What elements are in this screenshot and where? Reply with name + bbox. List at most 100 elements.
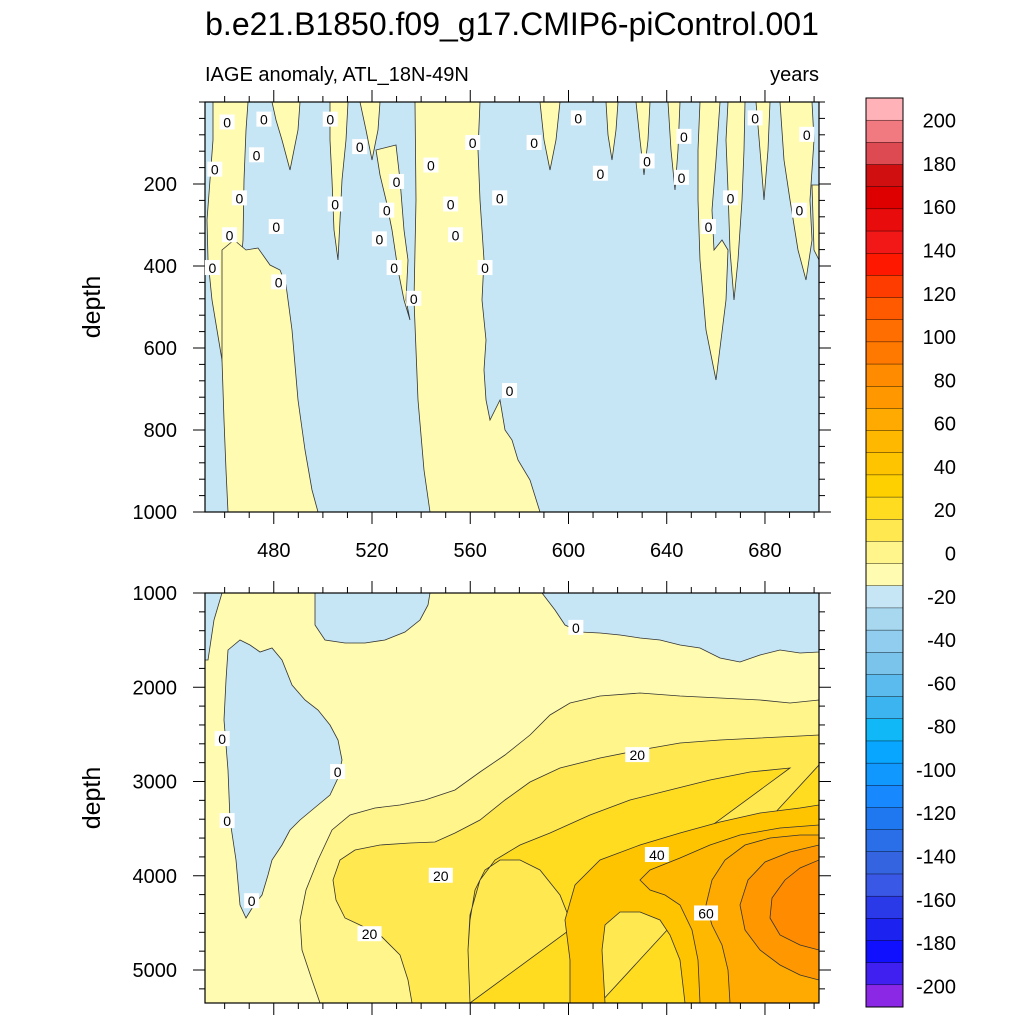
colorbar-swatch bbox=[865, 585, 904, 609]
upper-contour-label: 0 bbox=[570, 110, 586, 126]
colorbar-swatch bbox=[865, 740, 904, 764]
colorbar-swatch bbox=[865, 164, 904, 188]
svg-text:0: 0 bbox=[427, 158, 435, 174]
upper-contour-label: 0 bbox=[204, 260, 220, 276]
svg-text:0: 0 bbox=[390, 260, 398, 276]
colorbar-swatch bbox=[865, 363, 904, 387]
upper-y-tick-labels: 200 400 600 800 1000 bbox=[133, 174, 178, 524]
colorbar-swatch bbox=[865, 962, 904, 986]
colorbar-tick-label: -80 bbox=[927, 717, 956, 739]
upper-contour-label: 0 bbox=[492, 190, 508, 206]
upper-y-tick-label: 600 bbox=[144, 338, 177, 360]
upper-contour-label: 0 bbox=[592, 165, 608, 182]
colorbar-swatch bbox=[865, 275, 904, 299]
colorbar-tick-label: 120 bbox=[923, 284, 956, 306]
svg-text:0: 0 bbox=[223, 115, 231, 131]
chart-title: b.e21.B1850.f09_g17.CMIP6-piControl.001 bbox=[205, 6, 819, 42]
upper-contour-label: 0 bbox=[219, 114, 235, 131]
upper-contour-label: 0 bbox=[477, 260, 493, 276]
svg-text:0: 0 bbox=[530, 135, 538, 151]
colorbar-tick-label: 60 bbox=[934, 414, 956, 436]
colorbar-swatch bbox=[865, 851, 904, 875]
lower-contour-label: 0 bbox=[214, 731, 230, 747]
upper-contour-label: 0 bbox=[448, 227, 464, 243]
upper-y-tick-label: 400 bbox=[144, 256, 177, 278]
colorbar-tick-label: 100 bbox=[923, 327, 956, 349]
svg-text:0: 0 bbox=[272, 219, 280, 235]
svg-text:0: 0 bbox=[226, 227, 234, 243]
svg-text:0: 0 bbox=[253, 147, 261, 163]
lower-y-tick-labels: 1000 2000 3000 4000 5000 bbox=[133, 583, 178, 982]
svg-text:20: 20 bbox=[629, 747, 645, 763]
svg-text:20: 20 bbox=[433, 868, 449, 884]
colorbar-tick-label: -180 bbox=[916, 933, 956, 955]
svg-text:0: 0 bbox=[469, 135, 477, 151]
upper-contour-labels: 0 0 0 0 0 0 0 0 0 0 0 0 0 0 0 0 0 0 0 0 0 0 0 0 0 0 0 0 0 0 0 0 0 0 0 bbox=[204, 110, 815, 399]
svg-text:0: 0 bbox=[751, 110, 759, 126]
upper-x-tick-label: 480 bbox=[257, 540, 290, 562]
colorbar-swatch bbox=[865, 541, 904, 565]
lower-contour-label: 20 bbox=[625, 747, 650, 763]
svg-text:0: 0 bbox=[506, 383, 514, 399]
colorbar-tick-label: -40 bbox=[927, 630, 956, 652]
upper-positive-plume-15 bbox=[539, 102, 561, 171]
upper-contour-label: 0 bbox=[352, 139, 368, 155]
svg-text:0: 0 bbox=[218, 731, 226, 747]
svg-text:0: 0 bbox=[447, 197, 455, 213]
lower-band-80-90 bbox=[769, 859, 819, 951]
colorbar-swatch bbox=[865, 652, 904, 675]
svg-text:0: 0 bbox=[574, 110, 582, 126]
svg-text:0: 0 bbox=[452, 227, 460, 243]
lower-axis-ticks bbox=[193, 581, 831, 1015]
upper-contour-label: 0 bbox=[222, 227, 238, 243]
lower-y-tick-label: 4000 bbox=[133, 866, 178, 888]
upper-positive-plume-6 bbox=[697, 102, 729, 381]
colorbar-tick-labels: 200180160140120100806040200-20-40-60-80-… bbox=[916, 111, 956, 999]
upper-contour-label: 0 bbox=[502, 383, 518, 399]
upper-contour-label: 0 bbox=[386, 260, 402, 276]
svg-text:0: 0 bbox=[235, 190, 243, 206]
colorbar-swatch bbox=[865, 408, 904, 432]
lower-contour-label: 40 bbox=[644, 847, 669, 863]
lower-plot-frame bbox=[204, 592, 820, 1004]
colorbar-swatch bbox=[865, 186, 904, 210]
colorbar-swatch bbox=[865, 762, 904, 786]
colorbar-swatch bbox=[865, 430, 904, 454]
colorbar-tick-label: -100 bbox=[916, 760, 956, 782]
upper-contour-label: 0 bbox=[423, 157, 439, 174]
svg-text:0: 0 bbox=[356, 139, 364, 155]
lower-contour-label: 20 bbox=[428, 867, 453, 884]
colorbar-swatch bbox=[865, 607, 904, 631]
colorbar-swatch bbox=[865, 496, 904, 520]
upper-contour-label: 0 bbox=[526, 135, 542, 151]
svg-text:0: 0 bbox=[393, 174, 401, 190]
svg-text:0: 0 bbox=[223, 813, 231, 829]
colorbar-swatch bbox=[865, 984, 904, 1008]
colorbar-swatch bbox=[865, 519, 904, 542]
upper-contour-label: 0 bbox=[465, 135, 481, 151]
colorbar-swatch bbox=[865, 230, 904, 254]
upper-contour-label: 0 bbox=[676, 128, 692, 145]
lower-negative-left-strip bbox=[205, 593, 223, 661]
colorbar-swatch bbox=[865, 873, 904, 897]
colorbar-tick-label: -60 bbox=[927, 673, 956, 695]
colorbar-swatch bbox=[865, 918, 904, 941]
upper-contour-label: 0 bbox=[389, 173, 405, 190]
colorbar-swatch bbox=[865, 785, 904, 808]
upper-positive-plume-9 bbox=[605, 102, 619, 161]
upper-positive-plume-8 bbox=[779, 102, 815, 281]
upper-positive-plume-12 bbox=[755, 102, 771, 201]
lower-y-tick-label: 5000 bbox=[133, 960, 178, 982]
colorbar-swatch bbox=[865, 252, 904, 276]
svg-text:0: 0 bbox=[410, 291, 418, 307]
svg-text:0: 0 bbox=[678, 170, 686, 186]
colorbar-swatch bbox=[865, 718, 904, 742]
svg-text:20: 20 bbox=[362, 926, 378, 942]
upper-contour-label: 0 bbox=[322, 111, 338, 128]
svg-text:0: 0 bbox=[597, 166, 605, 182]
lower-contour-label: 0 bbox=[568, 619, 584, 636]
upper-x-tick-label: 600 bbox=[552, 540, 585, 562]
upper-contour-label: 0 bbox=[700, 219, 716, 235]
svg-text:0: 0 bbox=[334, 764, 342, 780]
